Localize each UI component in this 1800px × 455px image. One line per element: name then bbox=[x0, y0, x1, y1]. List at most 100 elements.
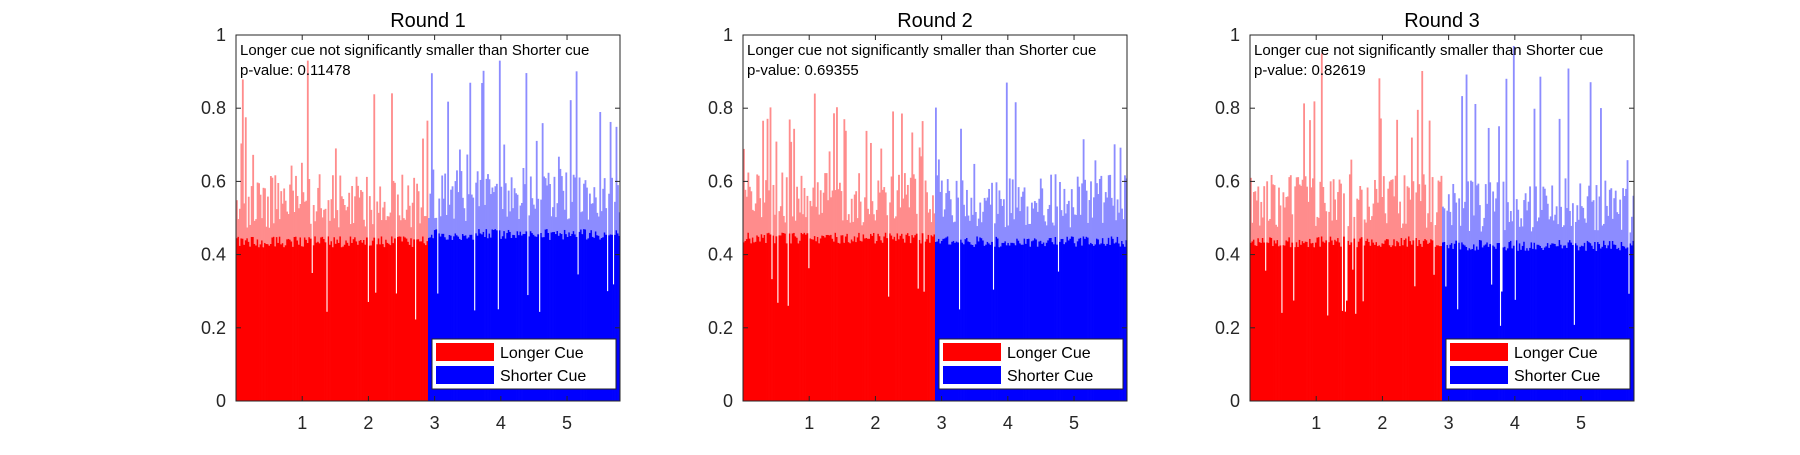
bar-tip bbox=[596, 212, 599, 236]
bar bbox=[988, 243, 990, 401]
bar bbox=[1319, 246, 1322, 401]
bar bbox=[1257, 238, 1260, 401]
bar-tip bbox=[1307, 201, 1310, 248]
bar-tip bbox=[513, 188, 516, 236]
bar-tip bbox=[1272, 184, 1274, 247]
bar bbox=[1533, 242, 1536, 401]
bar bbox=[800, 232, 803, 401]
bar-tip bbox=[495, 183, 498, 231]
bar-tip bbox=[1430, 222, 1433, 240]
bar bbox=[1461, 242, 1464, 401]
bar bbox=[289, 239, 291, 401]
bar-tip bbox=[766, 118, 769, 234]
bar bbox=[318, 243, 321, 401]
bar bbox=[917, 288, 920, 401]
bar bbox=[841, 235, 844, 401]
bar-tip bbox=[1008, 178, 1011, 246]
bar-tip bbox=[1060, 210, 1063, 239]
bar-tip bbox=[1424, 184, 1427, 239]
bar-tip bbox=[420, 207, 423, 242]
bar-tip bbox=[1276, 226, 1279, 241]
bar-tip bbox=[334, 148, 337, 244]
bar-tip bbox=[940, 180, 943, 241]
bar-tip bbox=[370, 209, 373, 246]
bar-tip bbox=[1582, 207, 1585, 247]
bar-tip bbox=[402, 218, 405, 237]
bar bbox=[787, 305, 790, 401]
bar-tip bbox=[253, 220, 256, 244]
bar-tip bbox=[1492, 191, 1495, 246]
bar bbox=[937, 238, 940, 401]
bar bbox=[781, 232, 784, 401]
bar-tip bbox=[433, 218, 436, 231]
bar bbox=[396, 236, 399, 401]
bar bbox=[985, 244, 988, 401]
bar-tip bbox=[456, 170, 458, 236]
bar bbox=[241, 238, 244, 401]
bar-tip bbox=[933, 213, 936, 235]
bar bbox=[571, 233, 574, 401]
bar bbox=[1041, 243, 1044, 401]
bar-tip bbox=[1564, 178, 1567, 246]
bar bbox=[1354, 313, 1357, 401]
bar-tip bbox=[1446, 210, 1449, 245]
bar bbox=[1527, 250, 1530, 401]
bar bbox=[617, 233, 619, 401]
bar bbox=[743, 242, 745, 401]
bar bbox=[439, 236, 442, 401]
bar-tip bbox=[797, 198, 800, 244]
bar bbox=[302, 246, 305, 401]
legend-label: Longer Cue bbox=[1007, 345, 1091, 362]
bar bbox=[853, 236, 856, 401]
bar bbox=[332, 247, 334, 401]
bar-tip bbox=[971, 214, 974, 245]
bar bbox=[609, 234, 612, 401]
bar bbox=[1508, 242, 1511, 401]
bar-tip bbox=[1022, 191, 1024, 245]
bar-tip bbox=[544, 178, 547, 230]
bar-tip bbox=[905, 194, 908, 235]
bar-tip bbox=[309, 223, 312, 239]
bar bbox=[1353, 238, 1356, 401]
bar bbox=[314, 236, 317, 401]
bar-tip bbox=[1475, 185, 1478, 247]
bar-tip bbox=[763, 202, 766, 235]
bar bbox=[1118, 243, 1120, 401]
bar-tip bbox=[259, 194, 262, 245]
bar-tip bbox=[911, 132, 914, 236]
bar-tip bbox=[1379, 118, 1382, 247]
bar-tip bbox=[1343, 193, 1345, 237]
bar-tip bbox=[1368, 206, 1370, 242]
bar bbox=[825, 234, 828, 401]
bar bbox=[961, 242, 964, 401]
bar bbox=[893, 236, 896, 401]
bar-tip bbox=[1419, 201, 1422, 244]
bar bbox=[766, 233, 769, 401]
bar bbox=[1418, 239, 1421, 401]
bar-tip bbox=[391, 93, 393, 237]
bar-tip bbox=[569, 100, 572, 237]
bar bbox=[532, 234, 535, 401]
bar bbox=[1452, 248, 1455, 401]
bar-tip bbox=[1328, 211, 1331, 243]
bar bbox=[1279, 245, 1282, 401]
bar bbox=[1403, 239, 1406, 401]
bar bbox=[1523, 241, 1526, 401]
bar-tip bbox=[1010, 213, 1013, 243]
bar bbox=[401, 241, 404, 401]
bar bbox=[1589, 243, 1592, 401]
bar bbox=[1073, 243, 1076, 401]
bar bbox=[553, 231, 556, 401]
bar-tip bbox=[1070, 189, 1073, 237]
bar bbox=[531, 233, 534, 401]
bar bbox=[899, 235, 902, 401]
bar bbox=[1474, 250, 1477, 401]
bar-tip bbox=[1350, 159, 1353, 243]
bar bbox=[955, 241, 958, 401]
bar bbox=[840, 235, 843, 401]
bar-tip bbox=[426, 120, 429, 242]
bar-tip bbox=[380, 220, 383, 237]
bar bbox=[979, 237, 982, 401]
bar-tip bbox=[908, 207, 911, 237]
bar bbox=[824, 237, 827, 401]
